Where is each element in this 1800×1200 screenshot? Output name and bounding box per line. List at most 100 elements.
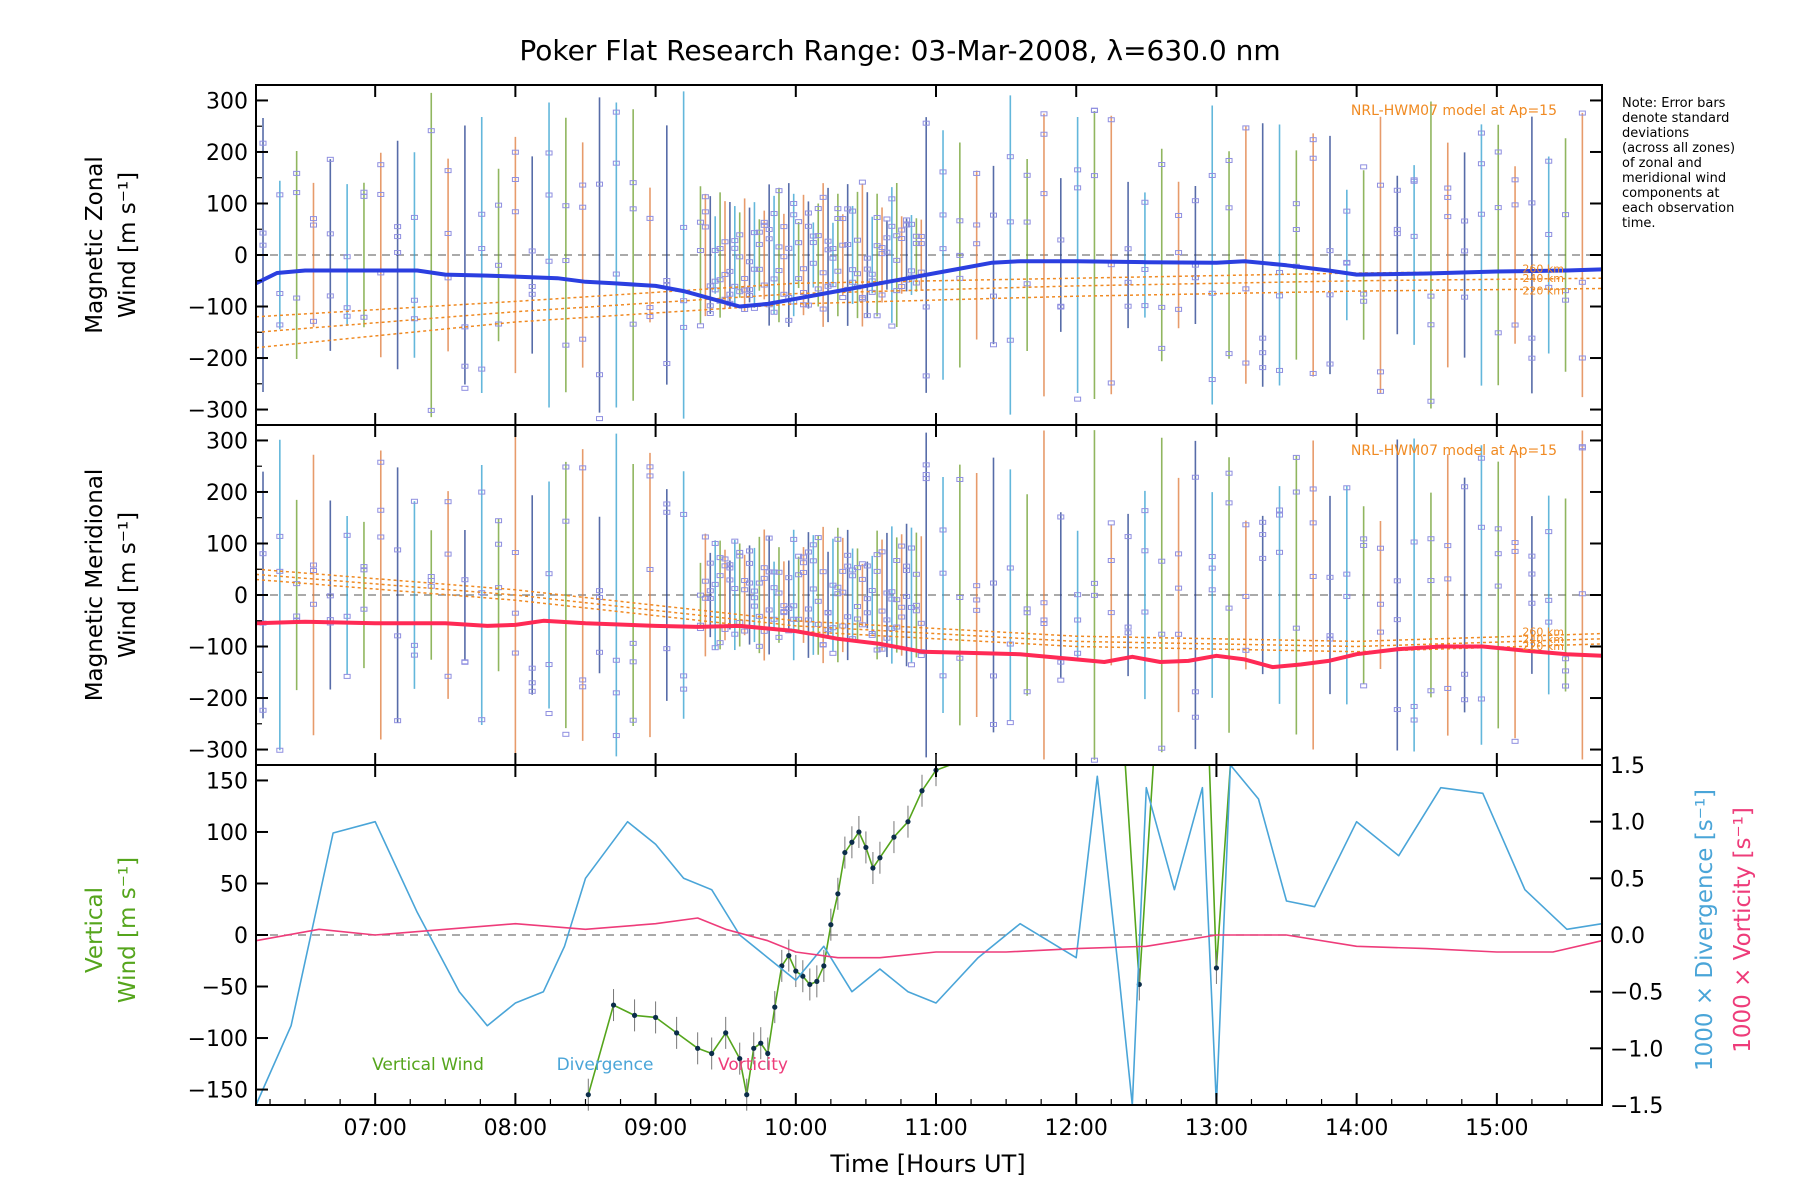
sample-marker: [478, 366, 486, 372]
chart-title: Poker Flat Research Range: 03-Mar-2008, …: [519, 34, 1280, 67]
sample-marker: [780, 603, 788, 609]
sample-marker: [814, 598, 822, 604]
sample-marker: [1545, 284, 1553, 290]
y-tick-label: 100: [206, 532, 248, 557]
vertical-wind-point: [821, 963, 827, 969]
sample-marker: [478, 211, 486, 217]
sample-marker: [863, 610, 871, 616]
y-tick-label: −50: [202, 976, 248, 1001]
sample-marker: [701, 595, 709, 601]
sample-marker: [922, 373, 930, 379]
sample-marker: [309, 601, 317, 607]
sample-marker: [1242, 125, 1250, 131]
model-curve-3: [255, 287, 1603, 349]
sample-marker: [989, 212, 997, 218]
sample-marker: [478, 717, 486, 723]
altitude-label: 260 km: [1522, 262, 1564, 275]
sample-marker: [1040, 131, 1048, 137]
sample-marker: [858, 179, 866, 185]
sample-marker: [410, 652, 418, 658]
sample-marker: [883, 617, 891, 623]
sample-marker: [1023, 689, 1031, 695]
sample-marker: [1141, 508, 1149, 514]
sample-marker: [377, 191, 385, 197]
sample-marker: [511, 650, 519, 656]
sample-marker: [444, 168, 452, 174]
sample-marker: [1393, 231, 1401, 237]
sample-marker: [1225, 470, 1233, 476]
sample-marker: [1477, 211, 1485, 217]
sample-marker: [746, 548, 754, 554]
sample-marker: [663, 361, 671, 367]
sample-marker: [1040, 617, 1048, 623]
sample-marker: [804, 549, 812, 555]
sample-marker: [1578, 110, 1586, 116]
sample-marker: [1292, 201, 1300, 207]
sample-marker: [1158, 345, 1166, 351]
vertical-wind-point: [849, 839, 855, 845]
sample-marker: [716, 573, 724, 579]
sample-marker: [839, 242, 847, 248]
sample-marker: [721, 239, 729, 245]
sample-marker: [394, 718, 402, 724]
sample-marker: [1090, 173, 1098, 179]
sample-marker: [844, 552, 852, 558]
sample-marker: [898, 543, 906, 549]
sample-marker: [360, 314, 368, 320]
vertical-wind-point: [652, 1014, 659, 1021]
sample-marker: [883, 249, 891, 255]
sample-marker: [1057, 304, 1065, 310]
note-line: time.: [1622, 216, 1656, 231]
sample-marker: [579, 204, 587, 210]
sample-marker: [1444, 685, 1452, 691]
sample-marker: [800, 560, 808, 566]
vertical-wind-point: [751, 1045, 757, 1051]
sample-marker: [1276, 512, 1284, 518]
sample-marker: [1326, 248, 1334, 254]
sample-marker: [809, 586, 817, 592]
sample-marker: [701, 224, 709, 230]
sample-marker: [939, 212, 947, 218]
sample-marker: [726, 577, 734, 583]
sample-marker: [646, 305, 654, 311]
sample-marker: [562, 731, 570, 737]
sample-marker: [834, 536, 842, 542]
sample-marker: [726, 268, 734, 274]
sample-marker: [746, 560, 754, 566]
sample-marker: [868, 632, 876, 638]
sample-marker: [1158, 162, 1166, 168]
sample-marker: [834, 584, 842, 590]
sample-marker: [646, 464, 654, 470]
sample-marker: [863, 313, 871, 319]
sample-marker: [259, 707, 267, 713]
sample-marker: [1343, 208, 1351, 214]
sample-marker: [1124, 279, 1132, 285]
vertical-wind-point: [786, 953, 792, 959]
sample-marker: [770, 211, 778, 217]
sample-marker: [1006, 337, 1014, 343]
vertical-wind-point: [744, 1092, 750, 1098]
sample-marker: [680, 673, 688, 679]
sample-marker: [1124, 534, 1132, 540]
sample-marker: [1461, 697, 1469, 703]
y-tick-label-right: 0.5: [1610, 867, 1645, 892]
sample-marker: [528, 248, 536, 254]
sample-marker: [326, 231, 334, 237]
sample-marker: [956, 655, 964, 661]
sample-marker: [326, 593, 334, 599]
sample-marker: [579, 182, 587, 188]
sample-marker: [736, 232, 744, 238]
sample-marker: [1259, 519, 1267, 525]
note-line: meridional wind: [1622, 171, 1726, 186]
sample-marker: [1107, 380, 1115, 386]
sample-marker: [1511, 738, 1519, 744]
sample-marker: [765, 236, 773, 242]
sample-marker: [1410, 178, 1418, 184]
sample-marker: [741, 275, 749, 281]
sample-marker: [878, 646, 886, 652]
sample-marker: [1477, 161, 1485, 167]
sample-marker: [701, 209, 709, 215]
sample-marker: [1511, 540, 1519, 546]
